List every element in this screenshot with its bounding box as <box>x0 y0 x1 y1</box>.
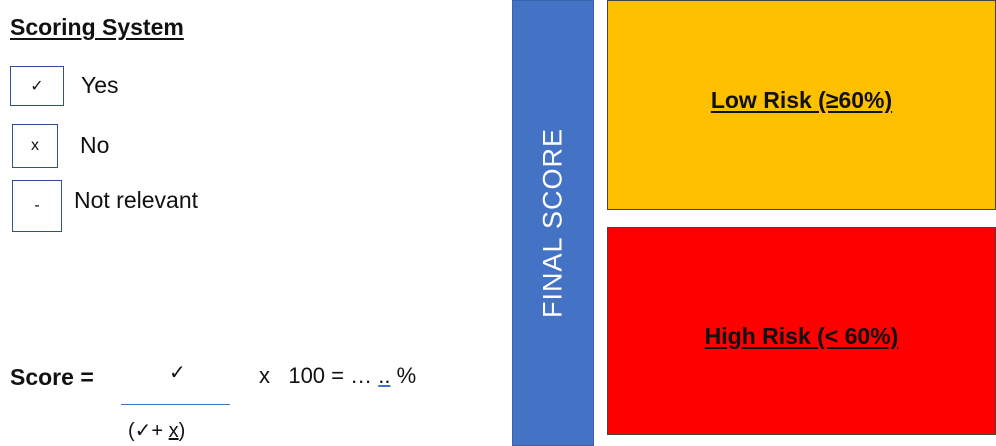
low-risk-label: Low Risk (≥60%) <box>710 86 893 113</box>
high-risk-box: High Risk (< 60%) <box>607 227 996 435</box>
formula-denominator: (✓+ x) <box>128 418 185 443</box>
formula-percent: % <box>390 363 417 388</box>
formula-numerator: ✓ <box>169 362 186 384</box>
yes-symbol-box: ✓ <box>10 66 64 106</box>
score-label: Score = <box>10 364 94 390</box>
high-risk-label: High Risk (< 60%) <box>704 322 899 349</box>
x-icon: x <box>31 137 39 154</box>
formula-blank: .. <box>378 363 391 388</box>
formula-multiply: x 100 = … <box>259 363 379 388</box>
fraction-line <box>121 404 230 405</box>
no-symbol-box: x <box>12 124 58 168</box>
dash-icon: - <box>34 197 40 214</box>
not-relevant-label: Not relevant <box>74 187 199 213</box>
check-icon: ✓ <box>30 78 44 95</box>
scoring-system-title: Scoring System <box>10 14 184 40</box>
denominator-x: x <box>168 420 179 442</box>
not-relevant-symbol-box: - <box>12 180 62 232</box>
final-score-bar <box>512 0 594 446</box>
low-risk-box: Low Risk (≥60%) <box>607 0 996 210</box>
yes-label: Yes <box>81 72 119 98</box>
formula-result: x 100 = … .. % <box>259 363 416 389</box>
final-score-label: FINAL SCORE <box>537 127 568 319</box>
denominator-close: ) <box>178 420 186 442</box>
no-label: No <box>80 132 110 158</box>
denominator-open: (✓+ <box>128 420 169 442</box>
